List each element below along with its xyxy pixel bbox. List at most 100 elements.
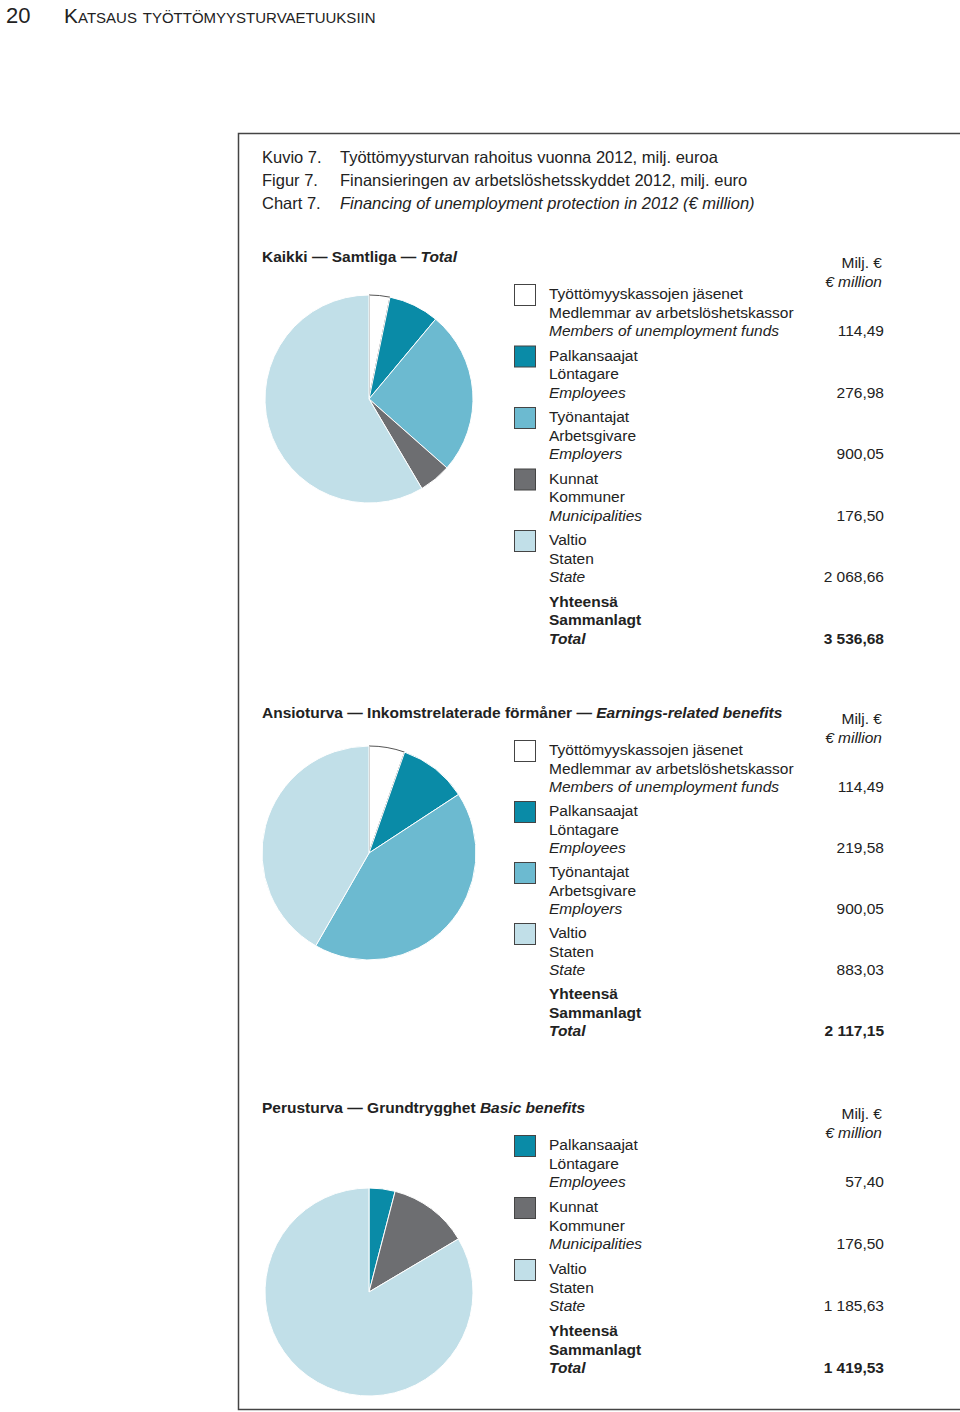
legend-label: Medlemmar av arbetslöshetskassor [549, 304, 794, 321]
legend-swatch [515, 469, 536, 490]
chart-title-part: Grundtrygghet [367, 1099, 480, 1116]
legend-label: Members of unemployment funds [549, 322, 779, 339]
chart-title-part: Perusturva — [262, 1099, 367, 1116]
legend-label: Employers [549, 445, 622, 462]
total-label: Sammanlagt [549, 611, 641, 628]
legend-label: Staten [549, 1279, 594, 1296]
legend-label: Employees [549, 839, 626, 856]
chart-title-part: Inkomstrelaterade förmåner — [367, 704, 596, 721]
unit-label: Milj. € [842, 254, 883, 271]
running-head: Katsaus työttömyysturvaetuuksiin [64, 4, 376, 27]
pie-chart: Perusturva — Grundtrygghet Basic benefit… [262, 1099, 884, 1396]
legend-label: Löntagare [549, 821, 619, 838]
legend-swatch [515, 346, 536, 367]
figure-title-text: Finansieringen av arbetslöshetsskyddet 2… [340, 171, 747, 189]
pie-slice [265, 295, 422, 503]
figure-title-label: Figur 7. [262, 171, 318, 189]
pie-slices [262, 746, 476, 960]
legend-value: 176,50 [837, 1235, 885, 1252]
chart-title-part: Kaikki — [262, 248, 332, 265]
chart-title-part: Earnings-related benefits [596, 704, 782, 721]
chart-title-part: Ansioturva — [262, 704, 367, 721]
chart-title-part: Basic benefits [480, 1099, 585, 1116]
figure-frame [239, 134, 960, 1410]
legend-value: 57,40 [845, 1173, 884, 1190]
legend-label: Palkansaajat [549, 802, 638, 819]
legend-swatch [515, 1260, 536, 1281]
legend-swatch [515, 863, 536, 884]
legend-swatch [515, 802, 536, 823]
total-label: Total [549, 1359, 586, 1376]
chart-title-part: Total [421, 248, 458, 265]
pie-slice [265, 1188, 473, 1396]
legend-value: 1 185,63 [824, 1297, 884, 1314]
chart-title: Ansioturva — Inkomstrelaterade förmåner … [262, 704, 783, 721]
legend-value: 176,50 [837, 507, 885, 524]
unit-label: € million [825, 729, 882, 746]
legend-swatch [515, 285, 536, 306]
legend-value: 114,49 [838, 778, 884, 795]
legend-label: Palkansaajat [549, 347, 638, 364]
legend-label: Työnantajat [549, 408, 630, 425]
legend-value: 114,49 [838, 322, 884, 339]
legend-label: Kommuner [549, 488, 625, 505]
chart-title: Kaikki — Samtliga — Total [262, 248, 458, 265]
legend-label: Kunnat [549, 470, 599, 487]
unit-label: € million [825, 273, 882, 290]
legend-label: State [549, 568, 586, 585]
legend-swatch [515, 1136, 536, 1157]
legend-label: Employers [549, 900, 622, 917]
total-value: 1 419,53 [824, 1359, 885, 1376]
pie-chart: Kaikki — Samtliga — Total Milj. € € millio… [262, 248, 884, 647]
legend-label: Valtio [549, 1260, 587, 1277]
total-value: 2 117,15 [825, 1022, 885, 1039]
legend-value: 883,03 [837, 961, 884, 978]
legend-value: 900,05 [837, 900, 884, 917]
chart-title: Perusturva — Grundtrygghet Basic benefit… [262, 1099, 585, 1116]
legend-label: Employees [549, 384, 626, 401]
legend-label: Members of unemployment funds [549, 778, 779, 795]
legend-swatch [515, 1198, 536, 1219]
pie-chart: Ansioturva — Inkomstrelaterade förmåner … [262, 704, 884, 1039]
total-label: Total [549, 630, 586, 647]
legend-label: Kunnat [549, 1198, 599, 1215]
legend-value: 900,05 [837, 445, 884, 462]
legend-label: Löntagare [549, 365, 619, 382]
total-label: Total [549, 1022, 586, 1039]
page: 20 Katsaus työttömyysturvaetuuksiin Kuvio … [0, 0, 960, 1412]
legend-swatch [515, 741, 536, 762]
figure-title-label: Kuvio 7. [262, 148, 322, 166]
total-label: Yhteensä [549, 593, 618, 610]
legend-label: Municipalities [549, 1235, 642, 1252]
figure-title-label: Chart 7. [262, 194, 321, 212]
legend-label: Kommuner [549, 1217, 625, 1234]
pie-slices [265, 1188, 473, 1396]
legend-label: Staten [549, 550, 594, 567]
page-number: 20 [6, 3, 30, 28]
legend-label: State [549, 961, 586, 978]
total-label: Sammanlagt [549, 1341, 641, 1358]
legend-label: Staten [549, 943, 594, 960]
legend-swatch [515, 408, 536, 429]
chart-title-part: Samtliga — [332, 248, 421, 265]
legend-label: Löntagare [549, 1155, 619, 1172]
legend-label: Valtio [549, 924, 587, 941]
legend-label: Employees [549, 1173, 626, 1190]
pie-slices [265, 295, 473, 503]
legend-swatch [515, 924, 536, 945]
legend-swatch [515, 531, 536, 552]
total-label: Sammanlagt [549, 1004, 641, 1021]
legend-value: 219,58 [837, 839, 884, 856]
unit-label: Milj. € [842, 1105, 883, 1122]
legend-label: Työnantajat [549, 863, 630, 880]
total-label: Yhteensä [549, 1322, 618, 1339]
unit-label: € million [825, 1124, 882, 1141]
legend-label: Työttömyyskassojen jäsenet [549, 285, 744, 302]
legend-label: Arbetsgivare [549, 882, 636, 899]
legend-value: 276,98 [837, 384, 884, 401]
legend-label: Municipalities [549, 507, 642, 524]
unit-label: Milj. € [842, 710, 883, 727]
pie-slice [262, 746, 369, 946]
figure-title-text: Financing of unemployment protection in … [340, 194, 755, 212]
legend-label: Arbetsgivare [549, 427, 636, 444]
